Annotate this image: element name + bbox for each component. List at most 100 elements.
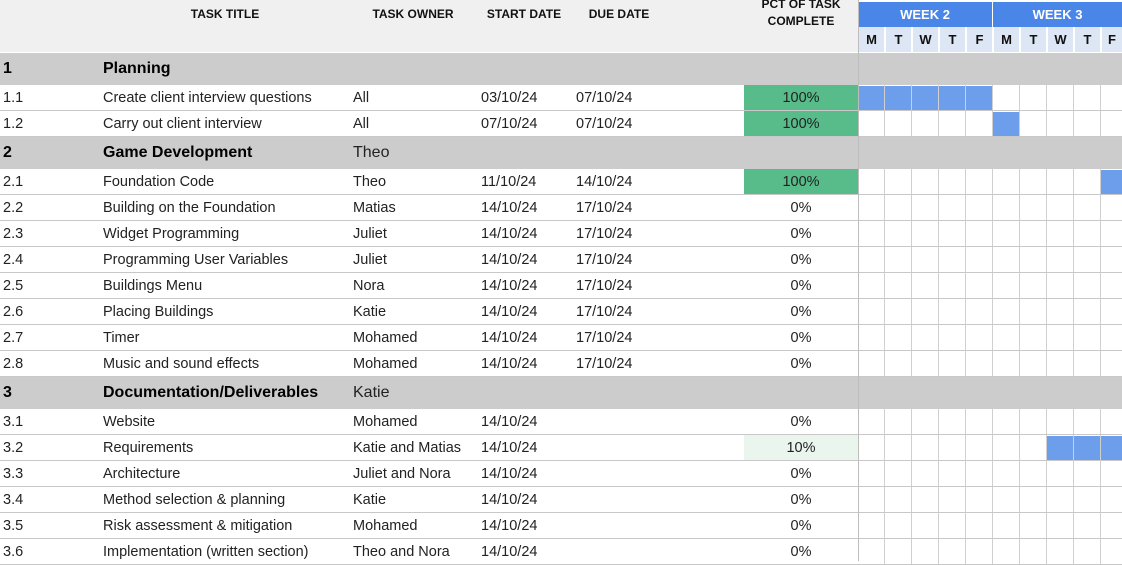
due-date-cell[interactable] <box>576 435 686 460</box>
task-title-cell[interactable]: Buildings Menu <box>103 277 203 294</box>
due-date-cell[interactable] <box>576 461 686 486</box>
task-row[interactable]: 2.8 Music and sound effects Mohamed 14/10/2… <box>0 351 1122 377</box>
start-date-cell[interactable]: 14/10/24 <box>481 329 538 346</box>
task-owner-cell[interactable]: Mohamed <box>353 329 418 346</box>
task-owner-cell[interactable]: Mohamed <box>353 517 418 534</box>
section-row[interactable]: 2 Game Development Theo <box>0 137 1122 169</box>
due-date-cell[interactable]: 17/10/24 <box>576 199 633 216</box>
due-date-cell[interactable]: 17/10/24 <box>576 303 633 320</box>
task-owner-cell[interactable]: All <box>353 115 370 132</box>
start-date-cell[interactable]: 07/10/24 <box>481 115 538 132</box>
start-date-cell[interactable]: 11/10/24 <box>481 173 537 190</box>
due-date-cell[interactable]: 17/10/24 <box>576 355 633 372</box>
task-row[interactable]: 2.6 Placing Buildings Katie 14/10/24 17/10/2… <box>0 299 1122 325</box>
task-number-cell[interactable]: 3.5 <box>3 517 24 534</box>
start-date-cell[interactable]: 14/10/24 <box>481 517 538 534</box>
task-title-cell[interactable]: Widget Programming <box>103 225 240 242</box>
task-number-cell[interactable]: 1 <box>3 60 12 77</box>
task-title-cell[interactable]: Risk assessment & mitigation <box>103 517 293 534</box>
task-row[interactable]: 3.5 Risk assessment & mitigation Mohamed 14… <box>0 513 1122 539</box>
section-row[interactable]: 3 Documentation/Deliverables Katie <box>0 377 1122 409</box>
start-date-cell[interactable]: 14/10/24 <box>481 303 538 320</box>
start-date-cell[interactable]: 14/10/24 <box>481 465 538 482</box>
task-owner-cell[interactable]: Nora <box>353 277 385 294</box>
pct-complete-cell[interactable]: 100% <box>744 111 858 136</box>
task-row[interactable]: 2.5 Buildings Menu Nora 14/10/24 17/10/24 0% <box>0 273 1122 299</box>
task-row[interactable]: 1.1 Create client interview questions All 0… <box>0 85 1122 111</box>
start-date-cell[interactable]: 14/10/24 <box>481 355 538 372</box>
task-number-cell[interactable]: 2 <box>3 144 12 161</box>
task-row[interactable]: 2.7 Timer Mohamed 14/10/24 17/10/24 0% <box>0 325 1122 351</box>
task-number-cell[interactable]: 2.8 <box>3 355 24 372</box>
task-number-cell[interactable]: 2.1 <box>3 173 24 190</box>
task-row[interactable]: 2.3 Widget Programming Juliet 14/10/24 17/10… <box>0 221 1122 247</box>
task-title-cell[interactable]: Foundation Code <box>103 173 215 190</box>
pct-complete-cell[interactable]: 0% <box>790 465 812 482</box>
task-number-cell[interactable]: 2.5 <box>3 277 24 294</box>
task-owner-cell[interactable]: Theo and Nora <box>353 543 450 560</box>
task-title-cell[interactable]: Placing Buildings <box>103 303 214 320</box>
section-row[interactable]: 1 Planning <box>0 53 1122 85</box>
task-row[interactable]: 3.2 Requirements Katie and Matias 14/10/24 1… <box>0 435 1122 461</box>
task-row[interactable]: 1.2 Carry out client interview All 07/10/24… <box>0 111 1122 137</box>
task-row[interactable]: 2.1 Foundation Code Theo 11/10/24 14/10/24 10… <box>0 169 1122 195</box>
task-owner-cell[interactable]: Katie <box>353 491 387 508</box>
due-date-cell[interactable]: 17/10/24 <box>576 251 633 268</box>
pct-complete-cell[interactable]: 0% <box>790 277 812 294</box>
due-date-cell[interactable] <box>576 539 686 564</box>
start-date-cell[interactable]: 14/10/24 <box>481 199 538 216</box>
task-title-cell[interactable]: Requirements <box>103 439 194 456</box>
task-row[interactable]: 3.6 Implementation (written section) Theo … <box>0 539 1122 565</box>
pct-complete-cell[interactable]: 0% <box>790 303 812 320</box>
task-title-cell[interactable]: Game Development <box>103 144 253 161</box>
pct-complete-cell[interactable]: 100% <box>744 169 858 194</box>
task-number-cell[interactable]: 3.3 <box>3 465 24 482</box>
task-row[interactable]: 3.3 Architecture Juliet and Nora 14/10/24 0% <box>0 461 1122 487</box>
task-row[interactable]: 2.2 Building on the Foundation Matias 14/10… <box>0 195 1122 221</box>
due-date-cell[interactable]: 17/10/24 <box>576 329 633 346</box>
task-owner-cell[interactable]: Juliet <box>353 251 387 268</box>
start-date-cell[interactable]: 14/10/24 <box>481 251 538 268</box>
task-number-cell[interactable]: 1.1 <box>3 89 24 106</box>
task-owner-cell[interactable]: Theo <box>353 144 390 161</box>
pct-complete-cell[interactable]: 0% <box>790 225 812 242</box>
task-owner-cell[interactable]: Mohamed <box>353 413 418 430</box>
task-title-cell[interactable]: Method selection & planning <box>103 491 286 508</box>
task-number-cell[interactable]: 2.2 <box>3 199 24 216</box>
task-owner-cell[interactable]: Katie <box>353 303 387 320</box>
task-title-cell[interactable]: Website <box>103 413 156 430</box>
task-title-cell[interactable]: Documentation/Deliverables <box>103 384 319 401</box>
task-owner-cell[interactable]: Matias <box>353 199 396 216</box>
task-number-cell[interactable]: 3.4 <box>3 491 24 508</box>
task-title-cell[interactable]: Create client interview questions <box>103 89 312 106</box>
task-owner-cell[interactable]: Katie <box>353 384 390 401</box>
task-owner-cell[interactable]: Juliet <box>353 225 387 242</box>
start-date-cell[interactable]: 03/10/24 <box>481 89 538 106</box>
task-owner-cell[interactable]: Theo <box>353 173 387 190</box>
task-number-cell[interactable]: 2.7 <box>3 329 24 346</box>
start-date-cell[interactable]: 14/10/24 <box>481 277 538 294</box>
task-title-cell[interactable]: Implementation (written section) <box>103 543 309 560</box>
due-date-cell[interactable]: 07/10/24 <box>576 89 633 106</box>
due-date-cell[interactable]: 14/10/24 <box>576 173 633 190</box>
task-title-cell[interactable]: Carry out client interview <box>103 115 262 132</box>
pct-complete-cell[interactable]: 0% <box>790 329 812 346</box>
task-title-cell[interactable]: Music and sound effects <box>103 355 260 372</box>
task-title-cell[interactable]: Architecture <box>103 465 181 482</box>
task-number-cell[interactable]: 2.3 <box>3 225 24 242</box>
pct-complete-cell[interactable]: 0% <box>790 491 812 508</box>
due-date-cell[interactable] <box>576 487 686 512</box>
start-date-cell[interactable]: 14/10/24 <box>481 439 538 456</box>
task-row[interactable]: 2.4 Programming User Variables Juliet 14/10… <box>0 247 1122 273</box>
task-owner-cell[interactable] <box>353 53 478 85</box>
pct-complete-cell[interactable]: 100% <box>744 85 858 110</box>
task-number-cell[interactable]: 3.1 <box>3 413 24 430</box>
task-number-cell[interactable]: 1.2 <box>3 115 24 132</box>
task-title-cell[interactable]: Programming User Variables <box>103 251 289 268</box>
task-row[interactable]: 3.4 Method selection & planning Katie 14/10… <box>0 487 1122 513</box>
pct-complete-cell[interactable]: 10% <box>744 435 858 460</box>
pct-complete-cell[interactable]: 0% <box>790 251 812 268</box>
task-owner-cell[interactable]: Mohamed <box>353 355 418 372</box>
due-date-cell[interactable] <box>576 513 686 538</box>
task-number-cell[interactable]: 3 <box>3 384 12 401</box>
